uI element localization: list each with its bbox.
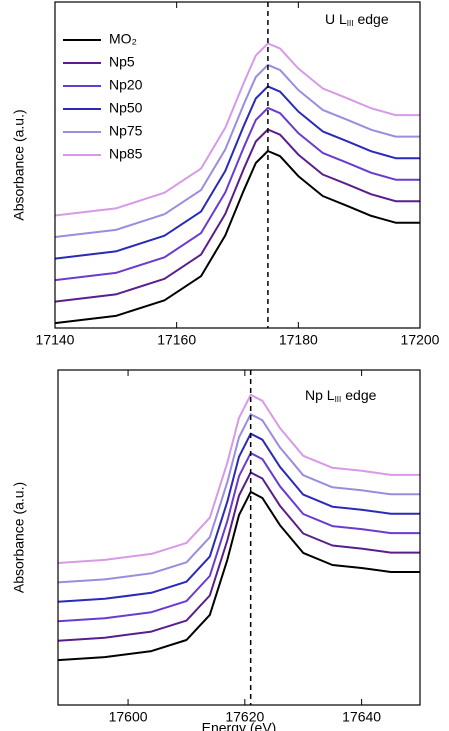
x-tick-label: 17140: [36, 332, 75, 348]
legend-label: Np20: [109, 77, 143, 93]
series-line: [55, 106, 420, 282]
annotation-subscript: III: [347, 19, 354, 28]
series-line: [55, 42, 420, 217]
x-axis-label: Energy (eV): [202, 720, 277, 731]
annotation-suffix: edge: [345, 387, 376, 403]
legend-label: Np85: [109, 146, 143, 162]
plot-frame: [54, 1, 421, 329]
x-tick-label: 17600: [109, 709, 148, 725]
y-axis-label: Absorbance (a.u.): [11, 482, 27, 593]
legend-label: Np50: [109, 100, 143, 116]
x-tick-label: 17640: [342, 709, 381, 725]
series-line: [55, 63, 420, 238]
plot-frame: [57, 369, 421, 706]
series-line: [58, 393, 420, 564]
legend-label: Np5: [109, 54, 135, 70]
x-tick-label: 17180: [279, 332, 318, 348]
legend-label: MO₂: [109, 31, 137, 47]
y-axis-label: Absorbance (a.u.): [11, 109, 27, 220]
series-line: [55, 150, 420, 325]
legend-label: Np75: [109, 123, 143, 139]
x-tick-label: 17160: [157, 332, 196, 348]
series-line: [58, 452, 420, 623]
annotation-suffix: edge: [357, 11, 388, 27]
annotation: Np LIII edge: [305, 387, 377, 404]
annotation: U LIII edge: [325, 11, 389, 28]
annotation-text: Np L: [305, 387, 335, 403]
series-line: [58, 490, 420, 662]
x-tick-label: 17200: [401, 332, 440, 348]
annotation-subscript: III: [335, 395, 342, 404]
series-line: [58, 471, 420, 642]
annotation-text: U L: [325, 11, 347, 27]
series-line: [58, 413, 420, 584]
x-tick-label: 17620: [225, 709, 264, 725]
